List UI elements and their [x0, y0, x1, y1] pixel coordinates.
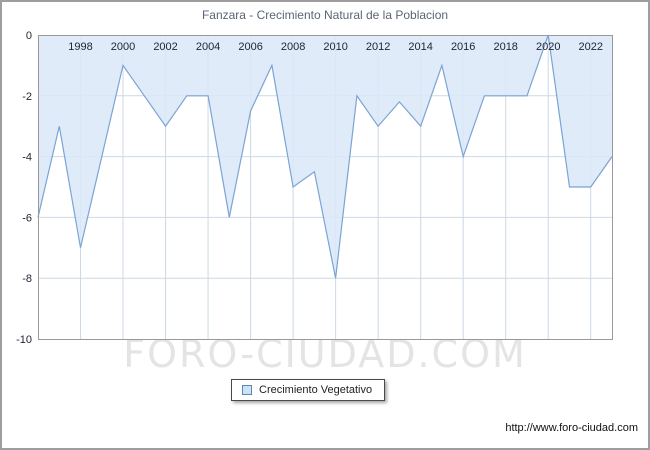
svg-text:2004: 2004: [196, 41, 220, 53]
svg-text:2018: 2018: [493, 41, 517, 53]
svg-text:2022: 2022: [578, 41, 602, 53]
svg-text:-8: -8: [22, 273, 32, 285]
legend: Crecimiento Vegetativo: [231, 379, 386, 401]
svg-text:2008: 2008: [281, 41, 305, 53]
svg-text:2000: 2000: [111, 41, 135, 53]
svg-text:2014: 2014: [408, 41, 432, 53]
svg-text:1998: 1998: [68, 41, 92, 53]
svg-text:2012: 2012: [366, 41, 390, 53]
legend-label: Crecimiento Vegetativo: [259, 384, 373, 396]
legend-swatch-icon: [242, 385, 252, 395]
svg-text:2006: 2006: [238, 41, 262, 53]
page-title: Fanzara - Crecimiento Natural de la Pobl…: [201, 8, 449, 22]
svg-text:2002: 2002: [153, 41, 177, 53]
svg-text:-4: -4: [22, 152, 32, 164]
svg-text:2010: 2010: [323, 41, 347, 53]
svg-text:2016: 2016: [451, 41, 475, 53]
svg-text:-2: -2: [22, 91, 32, 103]
svg-text:-10: -10: [16, 334, 32, 346]
svg-text:2020: 2020: [536, 41, 560, 53]
site-url-link[interactable]: http://www.foro-ciudad.com: [505, 422, 638, 434]
svg-text:-6: -6: [22, 212, 32, 224]
svg-text:0: 0: [26, 30, 32, 42]
